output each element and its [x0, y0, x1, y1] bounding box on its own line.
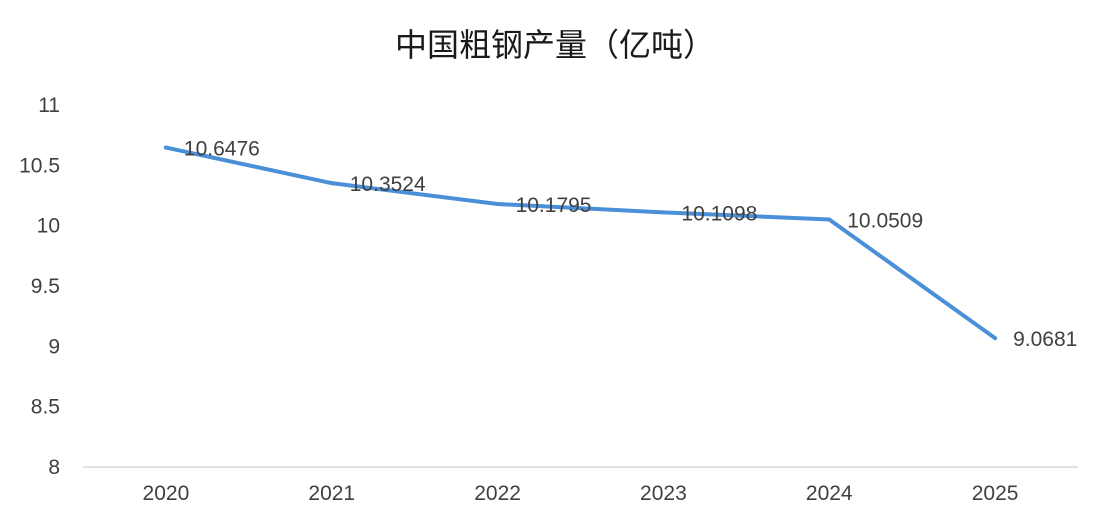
x-tick-label: 2024 — [806, 482, 853, 505]
x-tick-label: 2020 — [143, 482, 190, 505]
series-line — [163, 145, 998, 341]
data-point — [495, 202, 500, 207]
x-axis: 2020 2021 2022 2023 2024 2025 — [143, 482, 1019, 505]
x-tick-label: 2023 — [640, 482, 687, 505]
y-tick-label: 10.5 — [19, 154, 60, 177]
data-labels: 10.6476 10.3524 10.1795 10.1098 10.0509 9.068… — [184, 138, 1077, 352]
data-point — [993, 336, 998, 341]
y-tick-label: 8.5 — [31, 396, 60, 419]
chart-title: 中国粗钢产量（亿吨） — [395, 26, 715, 64]
series-group — [163, 145, 998, 341]
data-label: 10.1795 — [516, 194, 592, 217]
data-label: 10.0509 — [847, 210, 923, 233]
x-tick-label: 2022 — [474, 482, 521, 505]
y-axis: 8 8.5 9 9.5 10 10.5 11 — [19, 94, 60, 479]
y-tick-label: 11 — [38, 94, 60, 117]
data-label: 10.3524 — [350, 173, 426, 196]
y-tick-label: 8 — [48, 456, 60, 479]
y-tick-label: 9.5 — [31, 275, 60, 298]
y-tick-label: 10 — [37, 215, 60, 238]
data-point — [661, 210, 666, 215]
data-label: 10.1098 — [681, 202, 757, 225]
x-tick-label: 2025 — [972, 482, 1019, 505]
data-point — [827, 217, 832, 222]
x-tick-label: 2021 — [308, 482, 355, 505]
data-label: 9.0681 — [1013, 328, 1077, 351]
data-point — [163, 145, 168, 150]
data-point — [329, 181, 334, 186]
y-tick-label: 9 — [48, 335, 60, 358]
data-label: 10.6476 — [184, 138, 260, 161]
